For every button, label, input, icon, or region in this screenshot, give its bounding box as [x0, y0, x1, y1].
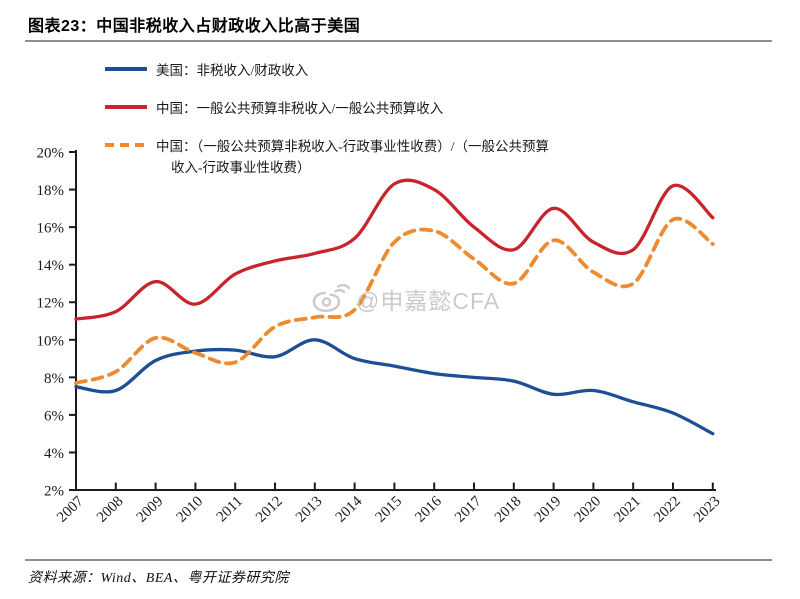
legend-swatch-china-solid-line [105, 105, 147, 109]
chart-title: 图表23：中国非税收入占财政收入比高于美国 [28, 18, 361, 35]
source-note: 资料来源：Wind、BEA、粤开证券研究院 [28, 571, 289, 586]
y-tick-label: 20% [37, 146, 65, 162]
legend-label-china-adjusted-line1: 中国：（一般公共预算非税收入-行政事业性收费）/（一般公共预算 [156, 139, 549, 154]
x-tick-label: 2015 [372, 493, 405, 525]
legend-swatch-us-solid-line [105, 67, 147, 71]
x-tick-label: 2011 [214, 493, 246, 525]
line-chart-canvas: 2%4%6%8%10%12%14%16%18%20%2007 2008 2009 20… [37, 146, 724, 526]
y-tick-label: 4% [44, 446, 64, 462]
x-tick-label: 2021 [611, 493, 644, 525]
x-tick-label: 2023 [691, 493, 724, 525]
y-tick-label: 14% [37, 258, 65, 274]
legend-item-us: 美国：非税收入/财政收入 [105, 60, 549, 81]
series-line-china_adj_orange [74, 216, 715, 385]
x-tick-label: 2014 [333, 493, 366, 526]
legend-item-china-nontax: 中国：一般公共预算非税收入/一般公共预算收入 [105, 98, 549, 119]
axis-lines [75, 150, 716, 492]
footer-divider [25, 559, 772, 561]
title-divider [25, 40, 772, 42]
x-tick-label: 2008 [94, 493, 127, 525]
x-tick-label: 2016 [412, 493, 445, 526]
weibo-eye-icon [312, 284, 350, 313]
y-tick-label: 6% [44, 408, 64, 424]
x-tick-label: 2013 [293, 493, 326, 525]
legend-swatch-china-dashed-line [105, 143, 147, 147]
watermark: @申嘉懿CFA [310, 282, 500, 316]
x-tick-label: 2009 [134, 493, 167, 525]
series-line-china_red [74, 178, 715, 321]
y-tick-label: 12% [37, 296, 65, 312]
legend-label-china-nontax: 中国：一般公共预算非税收入/一般公共预算收入 [156, 101, 444, 116]
y-tick-label: 2% [44, 484, 64, 500]
legend-label-us: 美国：非税收入/财政收入 [156, 63, 309, 78]
y-tick-label: 18% [37, 183, 65, 199]
series-line-us_blue [74, 338, 715, 436]
x-tick-label: 2019 [532, 493, 565, 525]
x-tick-label: 2017 [452, 493, 485, 526]
y-tick-label: 16% [37, 221, 65, 237]
legend-label-china-adjusted-line2: 收入-行政事业性收费） [171, 160, 311, 175]
legend-item-china-adjusted: 中国：（一般公共预算非税收入-行政事业性收费）/（一般公共预算 收入-行政事业性… [105, 136, 549, 178]
x-tick-label: 2018 [492, 493, 525, 525]
legend: 美国：非税收入/财政收入 中国：一般公共预算非税收入/一般公共预算收入 中国：（… [105, 60, 549, 195]
x-tick-label: 2020 [571, 493, 604, 525]
y-tick-label: 8% [44, 371, 64, 387]
y-tick-label: 10% [37, 333, 65, 349]
x-tick-label: 2012 [253, 493, 286, 525]
legend-label-china-adjusted: 中国：（一般公共预算非税收入-行政事业性收费）/（一般公共预算 收入-行政事业性… [156, 136, 549, 178]
watermark-text: @申嘉懿CFA [356, 288, 501, 314]
x-tick-label: 2022 [651, 493, 684, 525]
x-tick-label: 2010 [173, 493, 206, 525]
